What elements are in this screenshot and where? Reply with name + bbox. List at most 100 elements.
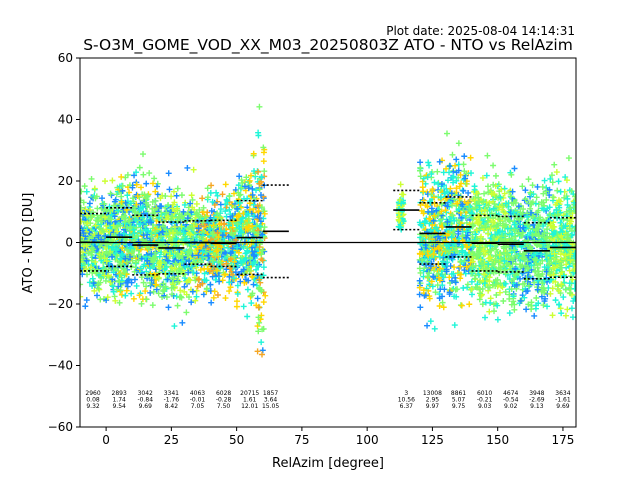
scatter-point bbox=[92, 258, 99, 265]
scatter-point bbox=[104, 294, 111, 301]
bin-stat-std: 9.13 bbox=[530, 403, 544, 410]
scatter-point bbox=[183, 278, 190, 285]
scatter-point bbox=[552, 201, 559, 208]
scatter-point bbox=[436, 277, 443, 284]
scatter-point bbox=[231, 275, 238, 282]
scatter-point bbox=[80, 253, 86, 260]
scatter-point bbox=[429, 283, 436, 290]
scatter-point bbox=[444, 218, 451, 225]
scatter-point bbox=[547, 175, 554, 182]
scatter-point bbox=[179, 215, 186, 222]
scatter-point bbox=[177, 230, 184, 237]
scatter-point bbox=[443, 242, 450, 249]
scatter-point bbox=[420, 248, 427, 255]
scatter-point bbox=[564, 195, 571, 202]
scatter-point bbox=[229, 218, 236, 225]
scatter-point bbox=[208, 299, 215, 306]
scatter-point bbox=[102, 232, 109, 239]
scatter-point bbox=[419, 256, 426, 263]
scatter-point bbox=[240, 266, 247, 273]
scatter-point bbox=[131, 276, 138, 283]
scatter-point bbox=[215, 234, 222, 241]
scatter-point bbox=[417, 173, 424, 180]
scatter-point bbox=[257, 192, 264, 199]
scatter-point bbox=[487, 225, 494, 232]
scatter-point bbox=[250, 150, 257, 157]
scatter-point bbox=[158, 209, 165, 216]
scatter-point bbox=[256, 214, 263, 221]
bin-stat-mean: -1.61 bbox=[555, 397, 571, 404]
scatter-point bbox=[552, 297, 559, 304]
scatter-point bbox=[431, 246, 438, 253]
scatter-point bbox=[175, 254, 182, 261]
bin-stat-count: 4674 bbox=[503, 390, 518, 397]
scatter-point bbox=[527, 189, 534, 196]
scatter-point bbox=[481, 207, 488, 214]
scatter-point bbox=[400, 191, 407, 198]
scatter-point bbox=[532, 268, 539, 275]
scatter-point bbox=[199, 195, 206, 202]
scatter-point bbox=[221, 228, 228, 235]
scatter-point bbox=[147, 265, 154, 272]
scatter-point bbox=[464, 243, 471, 250]
scatter-point bbox=[141, 191, 148, 198]
scatter-point bbox=[525, 252, 532, 259]
bin-stat-std: 6.37 bbox=[400, 403, 414, 410]
scatter-point bbox=[245, 223, 252, 230]
scatter-point bbox=[476, 296, 483, 303]
scatter-point bbox=[231, 252, 238, 259]
scatter-point bbox=[212, 252, 219, 259]
scatter-point bbox=[469, 263, 476, 270]
scatter-point bbox=[549, 285, 556, 292]
scatter-point bbox=[231, 253, 238, 260]
scatter-point bbox=[509, 230, 516, 237]
scatter-point bbox=[444, 203, 451, 210]
scatter-point bbox=[476, 290, 483, 297]
scatter-point bbox=[88, 244, 95, 251]
scatter-point bbox=[482, 314, 489, 321]
scatter-point bbox=[255, 328, 262, 335]
scatter-point bbox=[171, 323, 178, 330]
scatter-point bbox=[558, 232, 565, 239]
scatter-point bbox=[261, 210, 268, 217]
bin-stat-std: 12.01 bbox=[241, 403, 258, 410]
scatter-point bbox=[83, 297, 90, 304]
scatter-point bbox=[163, 253, 170, 260]
scatter-point bbox=[80, 188, 85, 195]
scatter-point bbox=[169, 205, 176, 212]
scatter-point bbox=[193, 287, 200, 294]
scatter-point bbox=[122, 199, 129, 206]
scatter-point bbox=[568, 215, 575, 222]
scatter-point bbox=[521, 294, 528, 301]
scatter-point bbox=[219, 277, 226, 284]
scatter-point bbox=[213, 267, 220, 274]
scatter-point bbox=[140, 151, 147, 158]
scatter-point bbox=[143, 254, 150, 261]
scatter-point bbox=[190, 166, 197, 173]
scatter-point bbox=[255, 168, 262, 175]
scatter-point bbox=[525, 265, 532, 272]
x-tick-label: 25 bbox=[164, 433, 179, 447]
scatter-point bbox=[443, 266, 450, 273]
scatter-point bbox=[534, 272, 541, 279]
scatter-point bbox=[523, 288, 530, 295]
scatter-point bbox=[119, 187, 126, 194]
scatter-point bbox=[549, 194, 556, 201]
scatter-point bbox=[485, 189, 492, 196]
scatter-point bbox=[177, 268, 184, 275]
scatter-point bbox=[489, 281, 496, 288]
scatter-point bbox=[572, 207, 576, 214]
scatter-point bbox=[249, 290, 256, 297]
scatter-point bbox=[528, 262, 535, 269]
scatter-point bbox=[210, 294, 217, 301]
scatter-point bbox=[500, 298, 507, 305]
scatter-point bbox=[82, 303, 89, 310]
scatter-point bbox=[144, 243, 151, 250]
scatter-point bbox=[177, 287, 184, 294]
scatter-point bbox=[439, 282, 446, 289]
scatter-point bbox=[524, 213, 531, 220]
scatter-point bbox=[449, 211, 456, 218]
scatter-point bbox=[204, 194, 211, 201]
scatter-point bbox=[532, 257, 539, 264]
scatter-point bbox=[501, 224, 508, 231]
